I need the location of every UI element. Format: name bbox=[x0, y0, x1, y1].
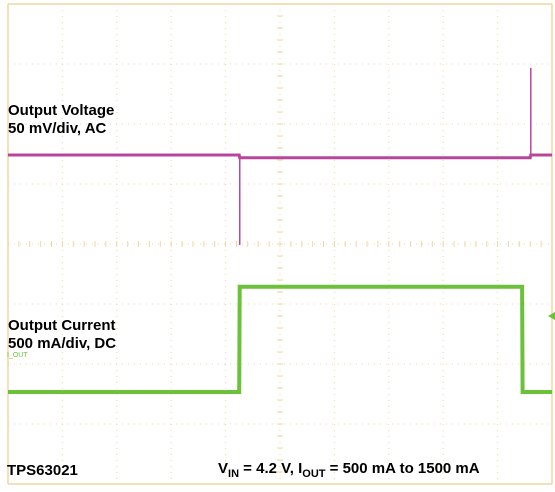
output-voltage-trace bbox=[8, 153, 552, 160]
device-name: TPS63021 bbox=[7, 462, 78, 479]
voltage-scale: 50 mV/div, AC bbox=[8, 120, 107, 137]
current-title: Output Current bbox=[8, 317, 116, 334]
cond-v: V bbox=[218, 460, 229, 477]
voltage-channel-label: Output Voltage 50 mV/div, AC bbox=[8, 102, 114, 138]
voltage-title: Output Voltage bbox=[8, 102, 115, 119]
current-channel-marker: I_OUT bbox=[7, 352, 28, 359]
grid bbox=[7, 3, 553, 485]
cond-i-sub: OUT bbox=[302, 468, 326, 480]
current-channel-arrow-icon bbox=[548, 312, 555, 320]
output-current-trace bbox=[8, 284, 552, 394]
current-channel-label: Output Current 500 mA/div, DC bbox=[8, 317, 116, 353]
test-conditions: VIN = 4.2 V, IOUT = 500 mA to 1500 mA bbox=[218, 460, 480, 480]
cond-mid: = 4.2 V, I bbox=[239, 460, 303, 477]
cond-end: = 500 mA to 1500 mA bbox=[325, 460, 480, 477]
current-scale: 500 mA/div, DC bbox=[8, 335, 117, 352]
cond-v-sub: IN bbox=[228, 468, 240, 480]
